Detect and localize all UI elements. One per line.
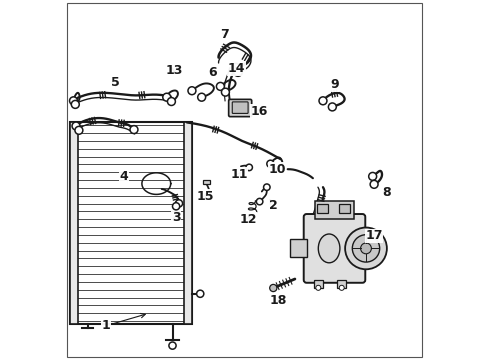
Circle shape (368, 172, 376, 180)
FancyBboxPatch shape (303, 214, 365, 283)
Circle shape (345, 228, 386, 269)
Circle shape (175, 200, 182, 207)
Ellipse shape (318, 234, 339, 263)
Circle shape (196, 290, 203, 297)
Circle shape (266, 160, 273, 167)
Text: 16: 16 (250, 105, 267, 118)
Circle shape (360, 243, 371, 254)
Circle shape (269, 284, 276, 292)
Bar (338, 204, 349, 213)
Circle shape (263, 184, 269, 190)
Circle shape (328, 103, 336, 111)
Text: 12: 12 (239, 213, 256, 226)
Bar (314, 202, 354, 219)
Circle shape (351, 235, 379, 262)
Text: 2: 2 (268, 199, 277, 212)
Circle shape (172, 203, 179, 210)
Circle shape (231, 63, 240, 72)
Text: 4: 4 (119, 170, 128, 183)
Bar (290, 239, 306, 257)
Circle shape (71, 100, 79, 108)
Bar (70, 122, 192, 324)
Circle shape (369, 180, 377, 188)
Bar (184, 122, 192, 324)
Text: 1: 1 (102, 319, 110, 332)
FancyBboxPatch shape (232, 102, 247, 113)
Text: 3: 3 (171, 211, 180, 224)
Circle shape (69, 97, 77, 105)
Text: 10: 10 (267, 163, 285, 176)
Circle shape (163, 93, 170, 101)
Text: 9: 9 (329, 78, 338, 91)
Circle shape (315, 285, 320, 290)
Circle shape (130, 126, 138, 134)
FancyBboxPatch shape (228, 99, 251, 117)
Text: 13: 13 (165, 64, 183, 77)
Text: 17: 17 (365, 229, 382, 242)
Bar (70, 122, 78, 324)
Circle shape (167, 98, 175, 105)
Circle shape (339, 285, 344, 290)
Circle shape (168, 342, 176, 349)
Text: 15: 15 (196, 190, 213, 203)
Circle shape (256, 198, 263, 205)
Bar (337, 280, 346, 288)
Text: 5: 5 (110, 76, 119, 89)
Circle shape (245, 164, 252, 171)
Text: 7: 7 (220, 28, 228, 41)
Bar (313, 280, 322, 288)
Circle shape (75, 126, 82, 134)
Circle shape (318, 97, 326, 105)
Text: 18: 18 (269, 294, 287, 307)
Bar (317, 204, 327, 213)
Circle shape (187, 87, 196, 95)
Circle shape (233, 68, 242, 76)
Circle shape (72, 122, 80, 130)
Text: 14: 14 (227, 62, 245, 75)
Circle shape (197, 93, 205, 101)
Text: 6: 6 (207, 66, 216, 78)
Circle shape (216, 82, 224, 90)
Text: 11: 11 (230, 168, 247, 181)
Bar (203, 180, 209, 184)
Text: 8: 8 (382, 186, 390, 199)
Circle shape (221, 88, 229, 96)
